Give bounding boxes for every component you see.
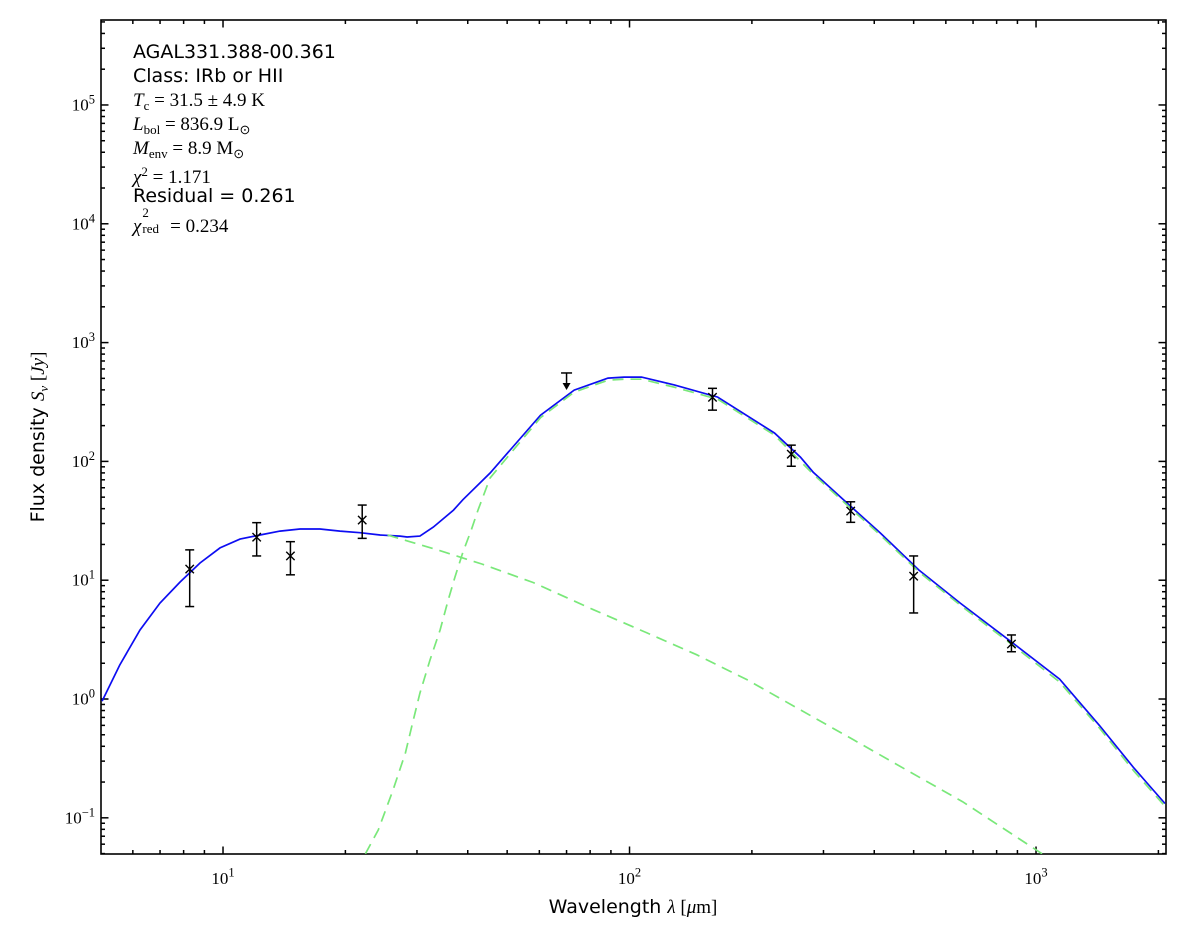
data-point-70um — [561, 372, 573, 390]
annotation-line-class-line: Class: IRb or HII — [133, 65, 284, 87]
annotation-line-temperature: Tc = 31.5 ± 4.9 K — [133, 90, 265, 113]
x-tick-label: 101 — [211, 866, 234, 889]
annotation-line-chi-square: χ2 = 1.171 — [133, 164, 211, 188]
data-point-8.28um — [185, 549, 195, 608]
y-tick-label: 102 — [72, 449, 95, 471]
annotation-line-luminosity: Lbol = 836.9 L⊙ — [133, 114, 251, 137]
curve-cold-component-fit — [364, 378, 1166, 854]
curve-warm-component-fit — [387, 534, 1043, 854]
y-tick-label: 101 — [72, 568, 95, 590]
sub-superscript: 2 red — [142, 205, 159, 236]
annotation-block: AGAL331.388-00.361 Class: IRb or HII Tc = … — [133, 40, 336, 237]
y-tick-label: 10−1 — [65, 805, 95, 827]
annotation-line-source-name: AGAL331.388-00.361 — [133, 41, 336, 63]
y-tick-label: 104 — [72, 211, 96, 233]
x-axis-label: Wavelength λ [μm] — [548, 896, 718, 918]
data-point-350um — [845, 501, 856, 524]
data-point-250um — [786, 444, 796, 468]
curve-total-fit — [101, 376, 1166, 805]
data-point-14.65um — [285, 540, 296, 576]
data-point-500um — [908, 555, 919, 614]
data-point-12.1um — [251, 521, 262, 557]
annotation-line-residual: Residual = 0.261 — [133, 185, 296, 207]
plot-frame — [100, 19, 1167, 855]
data-points — [185, 372, 1017, 653]
y-tick-label: 100 — [72, 687, 95, 709]
y-tick-label: 103 — [72, 330, 95, 352]
y-axis-label: Flux density Sν [Jy] — [27, 351, 51, 523]
y-tick-label: 105 — [72, 92, 95, 114]
annotation-line-envelope-mass: Menv = 8.9 M⊙ — [133, 138, 245, 161]
data-point-22um — [357, 504, 367, 540]
data-point-870um — [1006, 634, 1017, 653]
fit-curves — [101, 376, 1166, 854]
annotation-line-chi-square-reduced: χ 2 red = 0.234 — [133, 205, 229, 237]
x-tick-label: 103 — [1024, 866, 1047, 889]
data-point-160um — [707, 387, 718, 411]
x-tick-label: 102 — [618, 866, 641, 889]
down-arrow-icon — [562, 382, 571, 390]
